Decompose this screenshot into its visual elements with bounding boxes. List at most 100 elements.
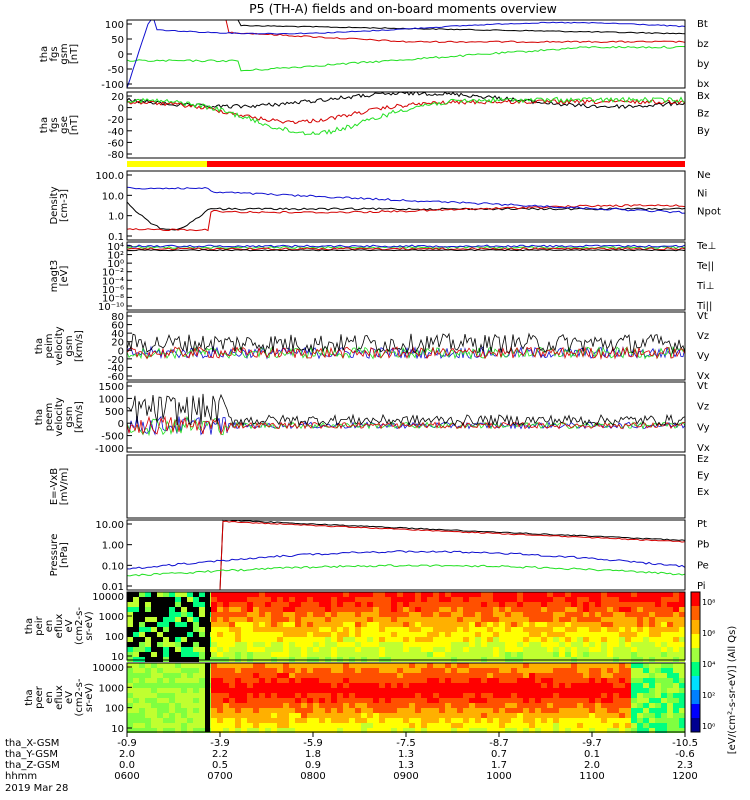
spectrogram-cell xyxy=(277,632,283,637)
y-tick-label: 0.01 xyxy=(102,582,124,593)
spectrogram-cell xyxy=(187,668,193,673)
spectrogram-cell xyxy=(427,718,433,723)
spectrogram-cell xyxy=(529,708,535,713)
spectrogram-cell xyxy=(319,632,325,637)
spectrogram-cell xyxy=(541,617,547,622)
spectrogram-cell xyxy=(163,607,169,612)
spectrogram-cell xyxy=(667,693,673,698)
spectrogram-cell xyxy=(343,642,349,647)
spectrogram-cell xyxy=(415,612,421,617)
spectrogram-cell xyxy=(547,622,553,627)
spectrogram-cell xyxy=(313,728,319,733)
spectrogram-cell xyxy=(199,693,205,698)
spectrogram-cell xyxy=(175,612,181,617)
spectrogram-cell xyxy=(151,703,157,708)
spectrogram-cell xyxy=(589,678,595,683)
y-tick-label: 1000 xyxy=(99,612,124,623)
spectrogram-cell xyxy=(139,612,145,617)
y-tick-label: -40 xyxy=(108,363,124,374)
spectrogram-cell xyxy=(451,637,457,642)
spectrogram-cell xyxy=(613,632,619,637)
spectrogram-cell xyxy=(157,663,163,668)
spectrogram-cell xyxy=(265,627,271,632)
spectrogram-cell xyxy=(673,607,679,612)
spectrogram-cell xyxy=(277,612,283,617)
spectrogram-cell xyxy=(319,597,325,602)
spectrogram-cell xyxy=(673,688,679,693)
spectrogram-cell xyxy=(133,693,139,698)
spectrogram-cell xyxy=(559,703,565,708)
spectrogram-cell xyxy=(493,642,499,647)
spectrogram-cell xyxy=(391,652,397,657)
spectrogram-cell xyxy=(403,723,409,728)
spectrogram-cell xyxy=(481,652,487,657)
spectrogram-cell xyxy=(355,698,361,703)
spectrogram-cell xyxy=(481,668,487,673)
spectrogram-cell xyxy=(271,602,277,607)
spectrogram-cell xyxy=(595,728,601,733)
spectrogram-cell xyxy=(445,713,451,718)
spectrogram-cell xyxy=(409,713,415,718)
spectrogram-cell xyxy=(613,688,619,693)
spectrogram-cell xyxy=(295,703,301,708)
spectrogram-cell xyxy=(379,597,385,602)
spectrogram-cell xyxy=(499,597,505,602)
spectrogram-cell xyxy=(229,713,235,718)
spectrogram-cell xyxy=(349,622,355,627)
spectrogram-cell xyxy=(553,678,559,683)
spectrogram-cell xyxy=(499,698,505,703)
spectrogram-cell xyxy=(553,663,559,668)
spectrogram-cell xyxy=(631,688,637,693)
spectrogram-cell xyxy=(595,718,601,723)
spectrogram-cell xyxy=(607,622,613,627)
spectrogram-cell xyxy=(403,698,409,703)
spectrogram-cell xyxy=(565,637,571,642)
spectrogram-cell xyxy=(307,663,313,668)
y-axis-label: tha xyxy=(39,117,50,133)
spectrogram-cell xyxy=(481,688,487,693)
spectrogram-cell xyxy=(307,688,313,693)
y-tick-label: 10⁴ xyxy=(107,242,124,253)
spectrogram-cell xyxy=(295,652,301,657)
spectrogram-cell xyxy=(589,718,595,723)
spectrogram-cell xyxy=(253,632,259,637)
spectrogram-cell xyxy=(469,607,475,612)
spectrogram-cell xyxy=(277,637,283,642)
spectrogram-cell xyxy=(679,632,685,637)
spectrogram-cell xyxy=(283,668,289,673)
spectrogram-cell xyxy=(379,713,385,718)
colorbar-segment xyxy=(691,718,700,733)
spectrogram-cell xyxy=(127,627,133,632)
spectrogram-cell xyxy=(385,698,391,703)
spectrogram-cell xyxy=(175,663,181,668)
spectrogram-cell xyxy=(355,627,361,632)
spectrogram-cell xyxy=(157,693,163,698)
spectrogram-cell xyxy=(379,723,385,728)
spectrogram-cell xyxy=(427,663,433,668)
spectrogram-cell xyxy=(145,597,151,602)
spectrogram-cell xyxy=(373,622,379,627)
spectrogram-cell xyxy=(289,663,295,668)
spectrogram-cell xyxy=(277,678,283,683)
spectrogram-cell xyxy=(643,607,649,612)
spectrogram-cell xyxy=(379,708,385,713)
spectrogram-cell xyxy=(649,713,655,718)
spectrogram-cell xyxy=(259,688,265,693)
spectrogram-cell xyxy=(319,718,325,723)
spectrogram-cell xyxy=(589,602,595,607)
spectrogram-cell xyxy=(295,668,301,673)
spectrogram-cell xyxy=(253,703,259,708)
ephem-y_gsm: 0.1 xyxy=(584,749,600,760)
spectrogram-cell xyxy=(373,592,379,597)
spectrogram-cell xyxy=(427,683,433,688)
spectrogram-cell xyxy=(481,678,487,683)
spectrogram-cell xyxy=(415,632,421,637)
spectrogram-cell xyxy=(499,642,505,647)
spectrogram-cell xyxy=(577,708,583,713)
spectrogram-cell xyxy=(487,713,493,718)
spectrogram-cell xyxy=(433,698,439,703)
spectrogram-cell xyxy=(463,698,469,703)
spectrogram-cell xyxy=(361,612,367,617)
spectrogram-cell xyxy=(667,668,673,673)
spectrogram-cell xyxy=(199,647,205,652)
